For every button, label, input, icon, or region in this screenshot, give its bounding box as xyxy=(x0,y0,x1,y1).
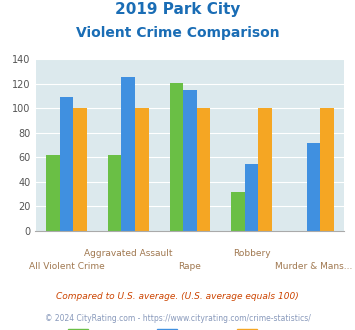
Bar xyxy=(60,97,73,231)
Text: Rape: Rape xyxy=(179,262,201,271)
Bar xyxy=(183,90,197,231)
Text: Murder & Mans...: Murder & Mans... xyxy=(275,262,352,271)
Text: Aggravated Assault: Aggravated Assault xyxy=(84,249,173,258)
Bar xyxy=(231,192,245,231)
Bar xyxy=(108,155,121,231)
Bar xyxy=(121,77,135,231)
Text: 2019 Park City: 2019 Park City xyxy=(115,2,240,16)
Legend: Park City, Kansas, National: Park City, Kansas, National xyxy=(64,326,316,330)
Text: All Violent Crime: All Violent Crime xyxy=(28,262,104,271)
Bar xyxy=(73,109,87,231)
Text: Robbery: Robbery xyxy=(233,249,271,258)
Bar xyxy=(258,109,272,231)
Text: Compared to U.S. average. (U.S. average equals 100): Compared to U.S. average. (U.S. average … xyxy=(56,292,299,301)
Bar xyxy=(46,155,60,231)
Text: Violent Crime Comparison: Violent Crime Comparison xyxy=(76,26,279,40)
Bar xyxy=(170,83,183,231)
Bar xyxy=(320,109,334,231)
Bar xyxy=(307,143,320,231)
Bar xyxy=(197,109,210,231)
Bar xyxy=(135,109,148,231)
Bar xyxy=(245,164,258,231)
Text: © 2024 CityRating.com - https://www.cityrating.com/crime-statistics/: © 2024 CityRating.com - https://www.city… xyxy=(45,314,310,323)
